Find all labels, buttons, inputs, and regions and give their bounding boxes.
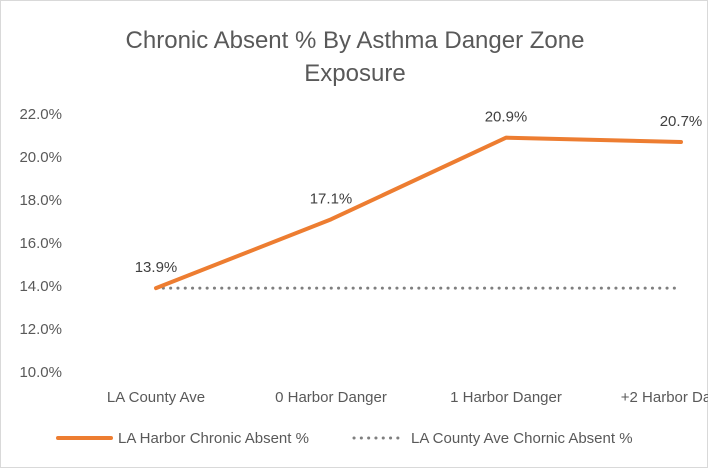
x-tick-label: LA County Ave	[107, 389, 205, 406]
y-tick-label: 22.0%	[19, 106, 62, 123]
chart-title-line-1: Chronic Absent % By Asthma Danger Zone	[126, 27, 585, 54]
x-tick-label: 1 Harbor Danger	[450, 389, 562, 406]
y-axis: 10.0% 12.0% 14.0% 16.0% 18.0% 20.0% 22.0%	[19, 106, 62, 381]
x-tick-label: 0 Harbor Danger	[275, 389, 387, 406]
chart-title-line-2: Exposure	[304, 60, 405, 87]
legend-label-2: LA County Ave Chornic Absent %	[411, 430, 633, 447]
y-tick-label: 10.0%	[19, 364, 62, 381]
y-tick-label: 18.0%	[19, 192, 62, 209]
y-tick-label: 14.0%	[19, 278, 62, 295]
legend-label-1: LA Harbor Chronic Absent %	[118, 430, 309, 447]
y-tick-label: 12.0%	[19, 321, 62, 338]
series-layer: 13.9% 17.1% 20.9% 20.7%	[135, 109, 703, 291]
data-label: 20.7%	[660, 113, 703, 130]
x-tick-label: +2 Harbor Danger	[621, 389, 708, 406]
x-axis: LA County Ave 0 Harbor Danger 1 Harbor Dan…	[107, 389, 708, 406]
y-tick-label: 20.0%	[19, 149, 62, 166]
legend: LA Harbor Chronic Absent % LA County Ave …	[56, 430, 633, 447]
data-label: 17.1%	[310, 190, 353, 207]
data-label: 13.9%	[135, 259, 178, 276]
data-label: 20.9%	[485, 109, 528, 126]
series-line-1	[154, 135, 683, 291]
y-tick-label: 16.0%	[19, 235, 62, 252]
